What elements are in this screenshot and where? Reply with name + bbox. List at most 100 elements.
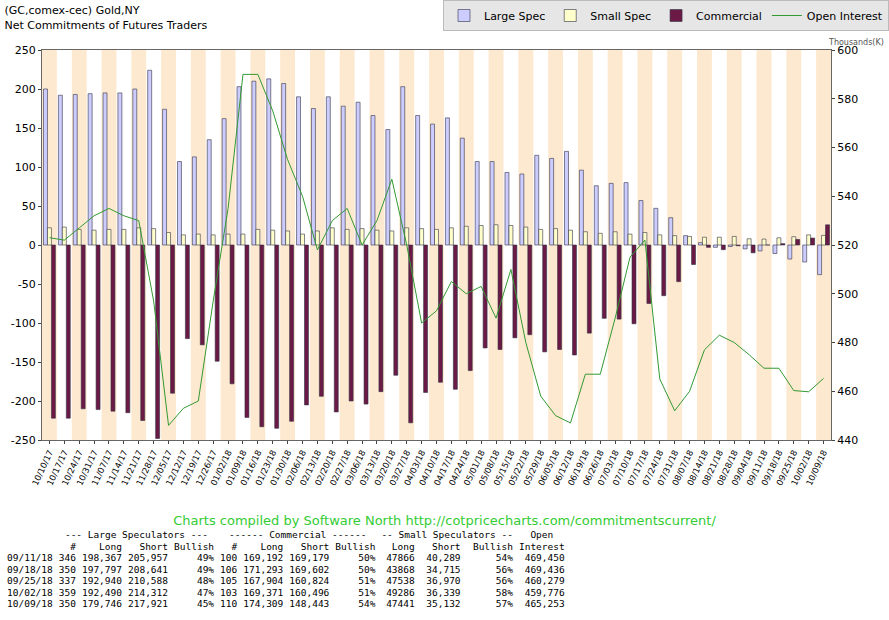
svg-text:11/21/17: 11/21/17 [119,448,144,487]
svg-text:04/24/18: 04/24/18 [447,448,472,487]
html-text:106: 106 [220,563,238,575]
html-text:350: 350 [58,563,76,575]
svg-text:Commercial: Commercial [696,10,762,23]
svg-text:05/22/18: 05/22/18 [506,448,531,487]
html-text:Long: Long [99,540,122,552]
svg-text:Large Spec: Large Spec [484,10,545,23]
svg-text:460: 460 [837,385,858,398]
svg-text:10/24/17: 10/24/17 [60,448,85,487]
svg-text:Open Interest: Open Interest [807,10,883,23]
svg-text:08/21/18: 08/21/18 [700,448,725,487]
svg-text:100: 100 [15,161,36,174]
html-text:Bullish: Bullish [335,540,376,552]
svg-text:04/10/18: 04/10/18 [417,448,442,487]
svg-text:04/03/18: 04/03/18 [402,448,427,487]
svg-text:03/13/18: 03/13/18 [357,448,382,487]
svg-text:07/03/18: 07/03/18 [596,448,621,487]
svg-text:06/26/18: 06/26/18 [581,448,606,487]
svg-text:(GC,comex-cec) Gold,NYNet Comm: (GC,comex-cec) Gold,NYNet Commitments of… [4,4,207,31]
svg-text:560: 560 [837,141,858,154]
svg-text:01/02/18: 01/02/18 [209,448,234,487]
svg-text:06/12/18: 06/12/18 [551,448,576,487]
svg-text:05/15/18: 05/15/18 [491,448,516,487]
svg-text:02/27/18: 02/27/18 [328,448,353,487]
svg-text:04/17/18: 04/17/18 [432,448,457,487]
svg-text:02/20/18: 02/20/18 [313,448,338,487]
html-text:Bullish: Bullish [472,540,513,552]
svg-text:08/07/18: 08/07/18 [670,448,695,487]
svg-text:250: 250 [15,44,36,57]
svg-text:50: 50 [22,200,36,213]
svg-text:06/05/18: 06/05/18 [536,448,561,487]
svg-text:02/13/18: 02/13/18 [298,448,323,487]
svg-text:540: 540 [837,190,858,203]
svg-text:07/17/18: 07/17/18 [625,448,650,487]
svg-text:07/31/18: 07/31/18 [655,448,680,487]
svg-text:06/19/18: 06/19/18 [566,448,591,487]
svg-text:03/06/18: 03/06/18 [343,448,368,487]
svg-text:600: 600 [837,44,858,57]
svg-text:-100: -100 [11,317,36,330]
svg-text:08/14/18: 08/14/18 [685,448,710,487]
svg-text:09/11/18: 09/11/18 [744,448,769,487]
svg-text:09/18/18: 09/18/18 [759,448,784,487]
html-text:Interest: Interest [519,540,565,552]
html-text:Short: Short [300,540,330,552]
svg-text:07/24/18: 07/24/18 [640,448,665,487]
html-text:Bullish: Bullish [174,540,215,552]
svg-text:150: 150 [15,122,36,135]
html-text:Short: Short [432,540,461,552]
svg-text:05/08/18: 05/08/18 [477,448,502,487]
svg-text:01/23/18: 01/23/18 [253,448,278,487]
html-text:43868: 43868 [386,563,415,575]
svg-text:520: 520 [837,239,858,252]
svg-text:12/12/17: 12/12/17 [164,448,189,487]
svg-text:05/01/18: 05/01/18 [462,448,487,487]
svg-text:11/07/17: 11/07/17 [89,448,114,487]
svg-text:-50: -50 [18,278,36,291]
html-text:171,293: 171,293 [243,563,284,575]
svg-text:12/05/17: 12/05/17 [149,448,174,487]
svg-text:12/26/17: 12/26/17 [194,448,219,487]
svg-text:12/19/17: 12/19/17 [179,448,204,487]
html-text:Long: Long [391,540,415,552]
svg-text:03/20/18: 03/20/18 [372,448,397,487]
svg-text:10/02/18: 10/02/18 [789,448,814,487]
html-text:Charts compiled by Software No: Charts compiled by Software North http:/… [173,513,716,528]
svg-text:01/30/18: 01/30/18 [268,448,293,487]
svg-text:10/09/18: 10/09/18 [804,448,829,487]
html-text:208,641: 208,641 [128,563,168,575]
svg-text:Small Spec: Small Spec [590,10,651,23]
svg-text:0: 0 [29,239,36,252]
svg-text:200: 200 [15,83,36,96]
svg-text:05/29/18: 05/29/18 [521,448,546,487]
html-text:49%: 49% [196,563,215,575]
svg-text:-250: -250 [11,434,36,447]
svg-text:-200: -200 [11,395,36,408]
svg-text:11/28/17: 11/28/17 [134,448,159,487]
svg-text:-150: -150 [11,356,36,369]
html-text:169,602: 169,602 [289,563,330,575]
svg-text:01/09/18: 01/09/18 [223,448,248,487]
svg-text:08/28/18: 08/28/18 [715,448,740,487]
html-text:50%: 50% [358,563,376,575]
svg-text:02/06/18: 02/06/18 [283,448,308,487]
html-text:Short: Short [139,540,168,552]
html-text:197,797: 197,797 [81,563,122,575]
svg-text:10/31/17: 10/31/17 [75,448,100,487]
svg-text:01/16/18: 01/16/18 [238,448,263,487]
svg-text:500: 500 [837,288,858,301]
svg-text:11/14/17: 11/14/17 [104,448,129,487]
html-text:09/18/18: 09/18/18 [7,563,53,575]
svg-text:440: 440 [837,434,858,447]
svg-text:Thousands(K): Thousands(K) [828,38,884,47]
svg-text:09/25/18: 09/25/18 [774,448,799,487]
svg-text:10/10/17: 10/10/17 [30,448,55,487]
svg-text:10/17/17: 10/17/17 [45,448,70,487]
svg-text:07/10/18: 07/10/18 [610,448,635,487]
svg-text:03/27/18: 03/27/18 [387,448,412,487]
svg-text:580: 580 [837,93,858,106]
svg-text:09/04/18: 09/04/18 [730,448,755,487]
svg-text:480: 480 [837,336,858,349]
html-text:Long: Long [260,540,284,552]
